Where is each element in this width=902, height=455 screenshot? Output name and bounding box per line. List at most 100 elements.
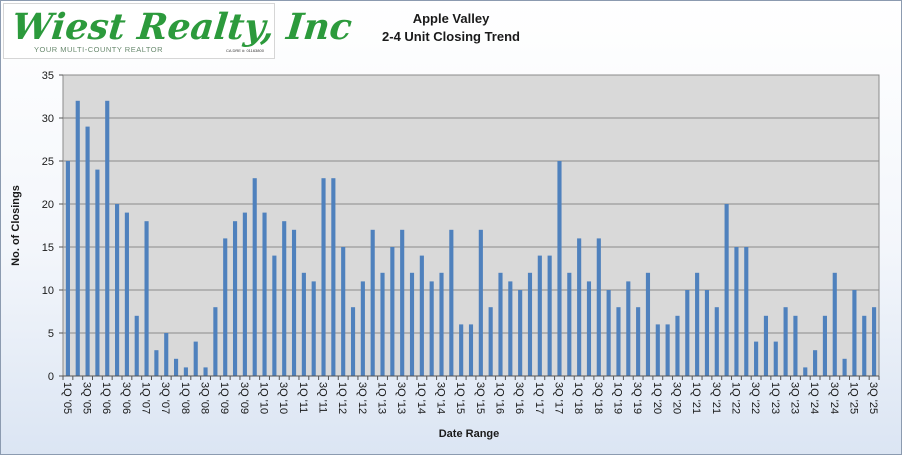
x-tick-label: 3Q '10: [277, 382, 289, 414]
y-tick-label: 20: [42, 199, 54, 211]
x-tick-label: 3Q '21: [710, 382, 722, 414]
x-tick-label: 3Q '25: [867, 382, 879, 414]
x-tick-label: 3Q '18: [592, 382, 604, 414]
bar: [144, 221, 149, 376]
bar: [459, 324, 464, 376]
bar: [203, 367, 208, 376]
bar: [803, 367, 808, 376]
x-tick-label: 3Q '23: [788, 382, 800, 414]
chart-title: Apple Valley: [412, 11, 490, 26]
x-tick-label: 1Q '16: [493, 382, 505, 414]
bar: [813, 350, 818, 376]
bar: [537, 255, 542, 376]
x-axis-title: Date Range: [439, 428, 500, 440]
company-logo: Wiest Realty, Inc YOUR MULTI-COUNTY REAL…: [4, 4, 354, 58]
x-tick-label: 1Q '17: [533, 382, 545, 414]
x-tick-label: 3Q '11: [317, 382, 329, 413]
bar: [213, 307, 218, 376]
bar: [252, 178, 257, 376]
bar: [65, 161, 70, 376]
bar: [685, 290, 690, 376]
x-tick-label: 3Q '08: [199, 382, 211, 414]
chart-subtitle: 2-4 Unit Closing Trend: [382, 29, 520, 44]
bar: [370, 229, 375, 376]
bar: [508, 281, 513, 376]
y-tick-label: 10: [42, 285, 54, 297]
y-tick-label: 35: [42, 70, 54, 82]
x-tick-label: 3Q '14: [435, 382, 447, 414]
bar: [822, 315, 827, 376]
x-tick-label: 3Q '24: [828, 382, 840, 414]
x-tick-label: 1Q '06: [100, 382, 112, 414]
y-tick-label: 30: [42, 113, 54, 125]
bar: [734, 247, 739, 376]
x-tick-label: 1Q '21: [690, 382, 702, 414]
bar: [419, 255, 424, 376]
bar: [498, 272, 503, 376]
bar: [390, 247, 395, 376]
x-tick-label: 1Q '13: [376, 382, 388, 414]
bar: [754, 341, 759, 376]
bar: [115, 204, 120, 376]
bar: [567, 272, 572, 376]
bar: [577, 238, 582, 376]
x-tick-label: 3Q '07: [159, 382, 171, 414]
bar: [449, 229, 454, 376]
bar: [616, 307, 621, 376]
x-tick-label: 1Q '24: [808, 382, 820, 414]
x-tick-label: 3Q '19: [631, 382, 643, 414]
bar: [409, 272, 415, 376]
x-tick-label: 1Q '23: [769, 382, 781, 414]
bar: [596, 238, 601, 376]
x-tick-label: 1Q '20: [651, 382, 663, 414]
bar: [783, 307, 788, 376]
x-tick-label: 3Q '12: [356, 382, 368, 414]
x-tick-label: 1Q '12: [336, 382, 348, 414]
x-tick-label: 1Q '10: [258, 382, 270, 414]
bar: [223, 238, 228, 376]
x-tick-label: 1Q '18: [572, 382, 584, 414]
bar: [282, 221, 287, 376]
x-tick-label: 1Q '14: [415, 382, 427, 414]
x-tick-label: 3Q '17: [552, 382, 564, 414]
bar: [75, 100, 80, 377]
bar: [380, 272, 385, 376]
axes: 0 5 10 15 20 25 30 35 1Q '05 3Q '05 1Q '06 3Q '06 1Q…: [42, 70, 880, 414]
bar: [626, 281, 631, 376]
y-tick-label: 0: [48, 371, 54, 383]
x-tick-label: 1Q '22: [729, 382, 741, 414]
bar: [527, 272, 533, 376]
x-tick-label: 1Q '25: [847, 382, 859, 414]
bar: [439, 272, 444, 376]
bar: [862, 315, 867, 376]
bar: [586, 281, 592, 376]
bar: [291, 229, 297, 376]
x-tick-label: 3Q '15: [474, 382, 486, 414]
bar: [301, 272, 306, 376]
bar: [341, 247, 346, 376]
bar: [321, 178, 326, 376]
bar: [872, 307, 877, 376]
bar: [606, 290, 611, 376]
bar: [262, 212, 267, 376]
bar: [232, 221, 238, 376]
bar: [695, 272, 700, 376]
x-tick-label: 1Q '08: [179, 382, 191, 414]
bar: [518, 290, 523, 376]
y-axis-title: No. of Closings: [10, 185, 22, 266]
x-tick-label: 1Q '11: [297, 382, 309, 413]
bar: [468, 324, 474, 376]
bar: [400, 229, 405, 376]
bar: [557, 161, 562, 376]
bar: [331, 178, 336, 376]
bar: [124, 212, 129, 376]
bar: [105, 100, 110, 377]
x-tick-label: 3Q '06: [120, 382, 132, 414]
bar: [478, 229, 483, 376]
x-tick-label: 1Q '09: [218, 382, 230, 414]
bar: [852, 290, 857, 376]
bar: [832, 272, 837, 376]
bar: [665, 324, 670, 376]
x-tick-label: 1Q '07: [140, 382, 152, 414]
bar: [714, 307, 719, 376]
